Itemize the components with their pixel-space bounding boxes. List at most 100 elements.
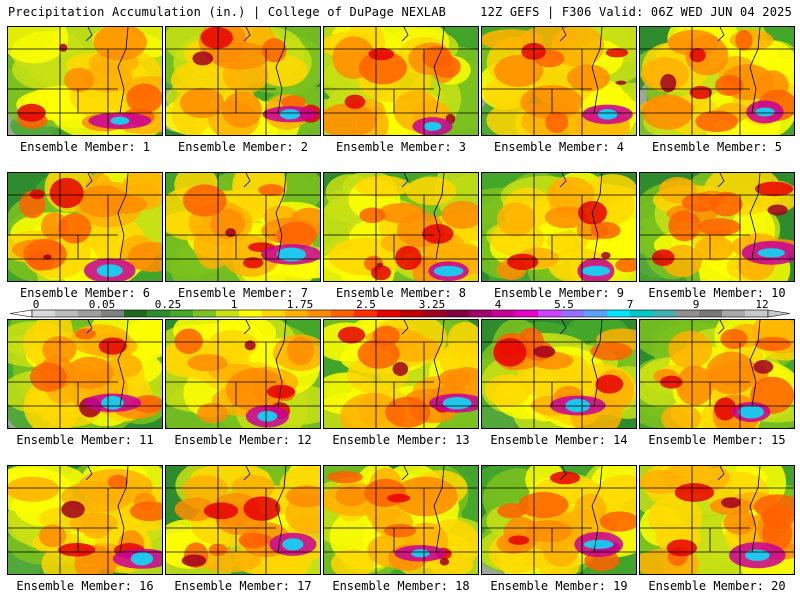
precip-map-image: [166, 320, 320, 428]
precip-contour-area: [75, 328, 96, 340]
colorbar-tick-label: 7: [626, 298, 634, 311]
precip-contour-area: [376, 262, 383, 268]
precip-contour-area: [767, 204, 788, 216]
precip-contour-area: [200, 27, 233, 49]
extreme-precip-area: [411, 549, 430, 558]
precip-map-image: [482, 173, 636, 281]
ensemble-member-map: [481, 172, 637, 282]
precip-map-image: [166, 27, 320, 135]
precip-contour-area: [754, 181, 794, 197]
state-boundary-line: [275, 466, 287, 553]
precip-contour-area: [93, 27, 147, 61]
precip-contour-area: [286, 336, 315, 366]
precip-contour-area: [508, 535, 530, 545]
precip-contour-area: [364, 478, 407, 507]
extreme-precip-area: [738, 405, 764, 419]
precip-contour-area: [754, 336, 792, 351]
ensemble-member-map: [481, 465, 637, 575]
ensemble-member-map: [165, 26, 321, 136]
ensemble-member-label: Ensemble Member: 14: [490, 433, 628, 447]
colorbar-swatch: [308, 310, 332, 317]
precip-contour-area: [384, 524, 417, 538]
precip-contour-area: [714, 397, 737, 421]
ensemble-member-map: [323, 172, 479, 282]
colorbar-swatch: [55, 310, 79, 317]
colorbar-tick-label: 1.75: [286, 298, 314, 311]
precip-contour-area: [355, 175, 411, 198]
ensemble-member-label: Ensemble Member: 17: [174, 579, 312, 593]
colorbar-swatch: [722, 310, 746, 317]
ensemble-member-label: Ensemble Member: 5: [651, 140, 783, 154]
ensemble-member-label: Ensemble Member: 15: [648, 433, 786, 447]
precip-map-image: [8, 27, 162, 135]
precip-contour-area: [601, 251, 611, 260]
state-boundary-line: [749, 27, 761, 114]
precip-contour-area: [58, 213, 92, 244]
ensemble-member-label: Ensemble Member: 7: [177, 286, 309, 300]
precip-contour-area: [661, 404, 702, 428]
precip-contour-area: [370, 265, 391, 281]
precip-map-image: [324, 320, 478, 428]
precip-contour-area: [286, 485, 320, 508]
state-boundary-line: [749, 320, 761, 407]
precip-contour-area: [243, 257, 264, 269]
extreme-precip-area: [581, 265, 611, 277]
ensemble-member-label: Ensemble Member: 3: [335, 140, 467, 154]
precip-contour-area: [210, 208, 245, 239]
state-boundary-line: [401, 173, 409, 188]
precip-map-image: [166, 466, 320, 574]
precip-map-image: [640, 466, 794, 574]
precip-contour-area: [615, 80, 627, 85]
extreme-precip-area: [96, 264, 123, 277]
precip-contour-area: [29, 362, 67, 392]
precip-contour-area: [126, 83, 162, 114]
precip-contour-area: [689, 86, 713, 100]
precip-contour-area: [357, 339, 400, 369]
precip-contour-area: [107, 474, 129, 490]
precip-contour-area: [182, 184, 227, 217]
precip-contour-area: [330, 549, 375, 574]
precip-contour-area: [666, 539, 697, 557]
colorbar-swatch: [124, 310, 148, 317]
ensemble-member-label: Ensemble Member: 10: [648, 286, 786, 300]
extreme-precip-area: [757, 248, 785, 258]
precip-map-image: [640, 320, 794, 428]
colorbar-tick-label: 4: [494, 298, 502, 311]
state-boundary-line: [85, 27, 93, 42]
colorbar-swatch: [101, 310, 125, 317]
precip-contour-area: [544, 206, 589, 229]
precip-contour-area: [232, 173, 287, 214]
precip-map-image: [8, 466, 162, 574]
ensemble-member-label: Ensemble Member: 6: [19, 286, 151, 300]
ensemble-member-map: [481, 319, 637, 429]
colorbar-swatch: [584, 310, 608, 317]
ensemble-member-map: [165, 465, 321, 575]
extreme-precip-area: [442, 396, 472, 410]
colorbar-tick-label: 9: [692, 298, 700, 311]
precip-contour-area: [327, 470, 363, 484]
ensemble-member-label: Ensemble Member: 11: [16, 433, 154, 447]
colorbar-swatch: [170, 310, 194, 317]
precip-contour-area: [225, 228, 236, 238]
precip-contour-area: [566, 64, 610, 92]
precip-contour-area: [422, 223, 454, 244]
state-boundary-line: [559, 27, 567, 42]
precip-contour-area: [521, 42, 546, 60]
ensemble-member-label: Ensemble Member: 1: [19, 140, 151, 154]
precip-contour-area: [58, 542, 96, 557]
precip-contour-area: [674, 483, 715, 502]
precip-contour-area: [358, 51, 407, 85]
ensemble-member-map: [7, 172, 163, 282]
precip-contour-area: [392, 361, 409, 376]
precip-contour-area: [203, 502, 239, 520]
colorbar-swatch: [32, 310, 56, 317]
precip-contour-area: [533, 345, 556, 358]
precip-contour-area: [433, 55, 461, 79]
state-boundary-line: [243, 27, 251, 42]
state-boundary-line: [401, 466, 409, 481]
state-boundary-line: [433, 173, 445, 260]
state-boundary-line: [275, 320, 287, 407]
precip-contour-area: [358, 393, 393, 427]
ensemble-member-label: Ensemble Member: 16: [16, 579, 154, 593]
precip-contour-area: [520, 85, 583, 120]
